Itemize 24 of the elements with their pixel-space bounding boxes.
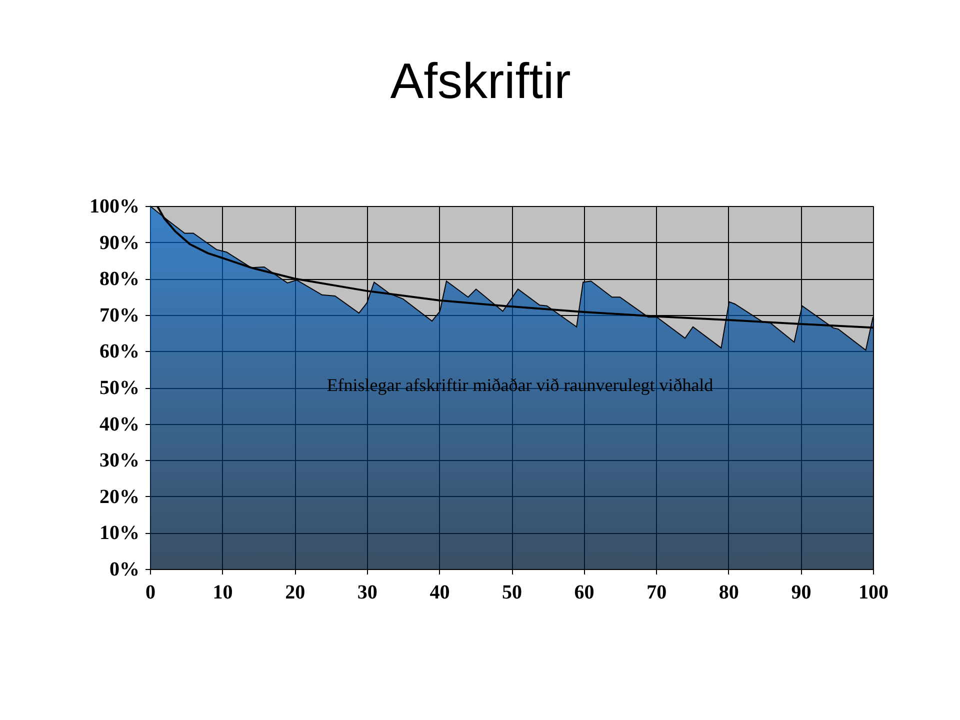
x-tick-label: 50	[502, 582, 522, 604]
y-tick-label: 30%	[100, 450, 140, 472]
x-tick-label: 60	[574, 582, 594, 604]
x-tick-label: 70	[646, 582, 667, 604]
y-tick-label: 20%	[100, 486, 140, 508]
x-tick-label: 20	[285, 582, 306, 604]
x-tick-label: 90	[791, 582, 812, 604]
y-tick-label: 50%	[100, 377, 140, 399]
y-tick-label: 10%	[100, 522, 140, 544]
x-tick-label: 30	[357, 582, 378, 604]
y-tick-label: 90%	[100, 232, 140, 254]
y-tick-label: 40%	[100, 413, 140, 436]
chart-title: Afskriftir	[390, 53, 571, 109]
y-tick-label: 100%	[90, 196, 140, 218]
y-tick-label: 70%	[100, 304, 140, 326]
x-tick-label: 100	[858, 582, 888, 604]
y-tick-label: 80%	[100, 268, 140, 290]
x-tick-label: 0	[146, 582, 156, 604]
x-tick-label: 10	[212, 582, 233, 604]
annotation: Efnislegar afskriftir miðaðar við raunverulegt viðhald	[326, 375, 714, 395]
y-tick-label: 0%	[110, 558, 140, 580]
x-tick-label: 80	[718, 582, 739, 604]
y-tick-label: 60%	[100, 340, 140, 363]
x-tick-label: 40	[430, 582, 450, 604]
